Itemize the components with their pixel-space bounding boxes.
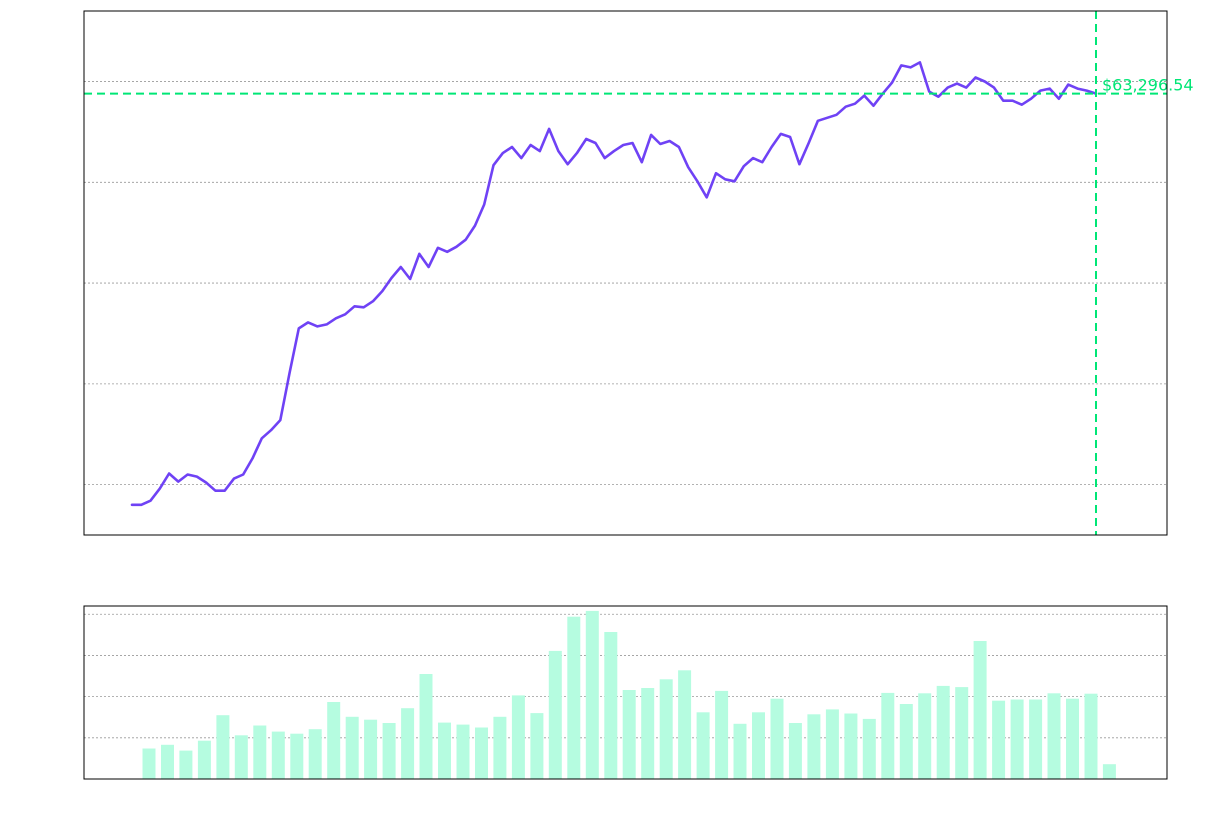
volume-bar xyxy=(456,724,470,779)
volume-bar xyxy=(807,714,821,779)
price-line-series xyxy=(130,61,1098,507)
volume-panel-frame xyxy=(83,605,1168,780)
volume-bar xyxy=(142,748,156,779)
volume-bar xyxy=(770,698,784,779)
volume-bar xyxy=(992,700,1006,779)
volume-bar xyxy=(364,719,378,779)
volume-bar xyxy=(1010,699,1024,779)
volume-bar xyxy=(622,690,636,779)
volume-bar xyxy=(1084,693,1098,779)
last-price-label: $63,296.54 xyxy=(1102,76,1194,95)
volume-bar xyxy=(752,712,765,779)
volume-bar xyxy=(696,712,710,779)
volume-bar xyxy=(844,713,858,779)
volume-bar xyxy=(715,690,729,779)
volume-bar xyxy=(585,610,599,779)
volume-bar xyxy=(788,723,802,779)
volume-bar xyxy=(881,692,895,779)
price-grid xyxy=(84,81,1167,486)
volume-bar xyxy=(567,616,581,779)
volume-bars xyxy=(142,610,1116,779)
volume-bar xyxy=(604,632,618,779)
volume-bar xyxy=(678,670,692,779)
volume-bar xyxy=(493,716,507,779)
volume-bar xyxy=(548,650,562,779)
volume-bar xyxy=(475,727,488,779)
volume-bar xyxy=(641,688,655,779)
volume-bar xyxy=(327,702,341,779)
volume-bar xyxy=(1102,764,1116,779)
volume-bar xyxy=(955,687,969,779)
volume-bar xyxy=(290,733,304,779)
volume-bar xyxy=(862,718,876,779)
volume-bar xyxy=(511,695,525,779)
volume-bar xyxy=(1029,699,1043,779)
volume-bar xyxy=(733,723,747,779)
volume-bar xyxy=(179,750,193,779)
volume-bar xyxy=(899,704,913,779)
volume-bar xyxy=(271,731,285,779)
volume-bar xyxy=(419,674,433,779)
volume-bar xyxy=(234,735,248,779)
volume-bar xyxy=(973,641,987,779)
volume-bar xyxy=(530,713,544,779)
volume-bar xyxy=(382,723,396,779)
volume-bar xyxy=(438,722,451,779)
volume-bar xyxy=(918,693,932,779)
volume-bar xyxy=(253,725,267,779)
price-panel-frame xyxy=(83,10,1168,536)
volume-bar xyxy=(1047,693,1061,779)
volume-bar xyxy=(825,709,839,779)
volume-bar xyxy=(345,716,359,779)
volume-bar xyxy=(161,744,174,779)
volume-bar xyxy=(216,715,230,779)
volume-bar xyxy=(308,729,322,779)
volume-bar xyxy=(1066,698,1079,779)
volume-bar xyxy=(659,679,673,779)
volume-bar xyxy=(401,708,415,779)
volume-bar xyxy=(197,740,211,779)
volume-bar xyxy=(936,685,950,779)
